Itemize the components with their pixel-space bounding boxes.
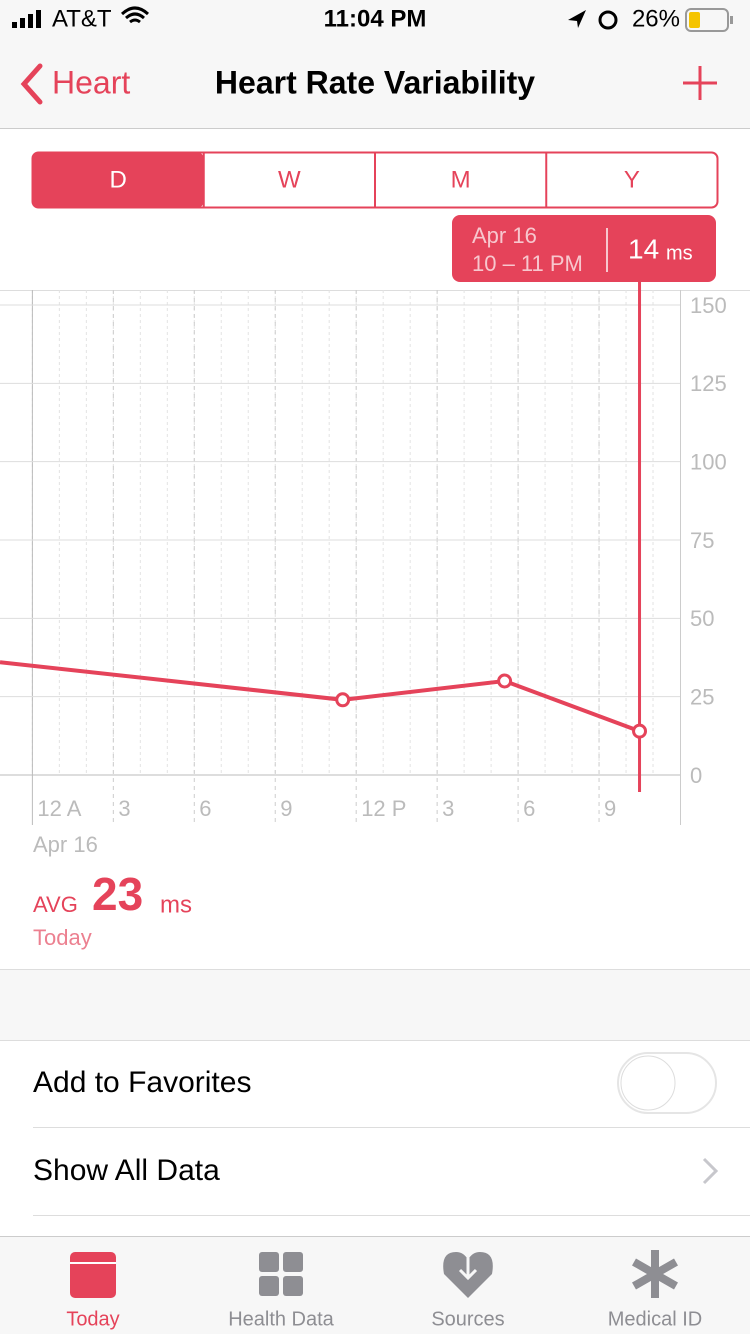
x-tick-label: 12 P bbox=[361, 796, 406, 821]
x-tick-label: 9 bbox=[604, 796, 616, 821]
y-tick-label: 0 bbox=[690, 763, 702, 788]
list-item[interactable]: Add to Favorites bbox=[33, 1066, 251, 1099]
x-tick-label: 12 A bbox=[37, 796, 81, 821]
carrier: AT&T bbox=[52, 5, 112, 32]
tab-bar bbox=[0, 1236, 750, 1334]
data-point bbox=[632, 723, 648, 739]
x-tick-label: 6 bbox=[523, 796, 535, 821]
tooltip bbox=[452, 215, 716, 282]
location-icon bbox=[568, 10, 586, 28]
x-axis-date: Apr 16 bbox=[33, 832, 98, 857]
avg-label: AVG bbox=[33, 892, 78, 917]
add-button[interactable] bbox=[683, 66, 717, 100]
data-point bbox=[497, 673, 513, 689]
toggle-knob bbox=[620, 1055, 676, 1111]
segment[interactable]: D bbox=[109, 166, 126, 193]
tab-label[interactable]: Sources bbox=[431, 1308, 504, 1330]
x-tick-label: 9 bbox=[280, 796, 292, 821]
section-gap bbox=[0, 969, 750, 1040]
battery-level bbox=[689, 12, 700, 28]
disclosure-chevron bbox=[702, 1157, 719, 1185]
segment-selected bbox=[32, 152, 204, 208]
tooltip-value: 14 bbox=[628, 233, 659, 264]
medical-id-icon[interactable] bbox=[632, 1250, 678, 1298]
segment[interactable]: M bbox=[451, 166, 471, 193]
y-tick-label: 75 bbox=[690, 528, 714, 553]
segment[interactable]: Y bbox=[624, 166, 640, 193]
y-tick-label: 25 bbox=[690, 684, 714, 709]
y-tick-label: 150 bbox=[690, 293, 727, 318]
y-tick-label: 50 bbox=[690, 606, 714, 631]
sources-arrow bbox=[458, 1258, 478, 1281]
today-icon[interactable] bbox=[70, 1252, 116, 1298]
data-line bbox=[0, 660, 641, 734]
tab-label[interactable]: Health Data bbox=[228, 1308, 334, 1330]
tab-label[interactable]: Today bbox=[66, 1308, 119, 1330]
health-data-icon[interactable] bbox=[259, 1252, 303, 1296]
battery-icon bbox=[685, 8, 729, 32]
x-tick-label: 6 bbox=[199, 796, 211, 821]
back-button[interactable]: Heart bbox=[52, 64, 130, 100]
clock: 11:04 PM bbox=[324, 5, 427, 32]
data-point bbox=[335, 692, 351, 708]
tab-label[interactable]: Medical ID bbox=[608, 1308, 702, 1330]
wifi-icon bbox=[120, 6, 150, 24]
avg-value: 23 bbox=[92, 868, 143, 920]
avg-period: Today bbox=[33, 925, 92, 950]
tooltip-unit: ms bbox=[666, 242, 693, 264]
nav-background bbox=[0, 0, 750, 128]
y-tick-label: 100 bbox=[690, 449, 727, 474]
tooltip-date: Apr 16 bbox=[472, 223, 537, 248]
x-tick-label: 3 bbox=[118, 796, 130, 821]
list-item[interactable]: Show All Data bbox=[33, 1154, 220, 1187]
tooltip-range: 10 – 11 PM bbox=[472, 251, 583, 276]
battery-percent: 26% bbox=[632, 5, 680, 32]
x-tick-label: 3 bbox=[442, 796, 454, 821]
avg-unit: ms bbox=[160, 891, 192, 918]
nav-title: Heart Rate Variability bbox=[215, 64, 535, 100]
signal-icon bbox=[12, 10, 41, 28]
segment[interactable]: W bbox=[278, 166, 301, 193]
battery-tip bbox=[730, 16, 733, 24]
back-chevron[interactable] bbox=[20, 63, 43, 105]
alarm-icon bbox=[598, 10, 618, 30]
y-tick-label: 125 bbox=[690, 371, 727, 396]
